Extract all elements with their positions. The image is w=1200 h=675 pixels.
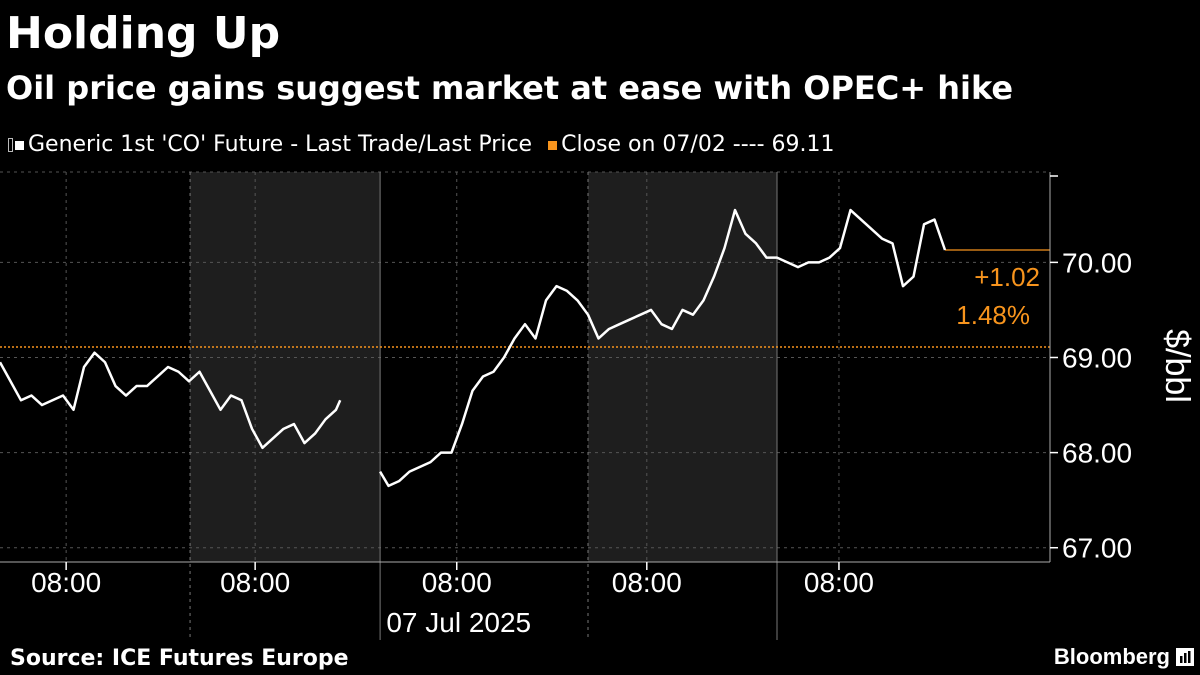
series-line [0,351,342,450]
shaded-session-1 [588,172,777,562]
change-abs-label: +1.02 [974,262,1040,292]
x-tick-label-3: 08:00 [612,567,682,598]
change-pct-label: 1.48% [956,300,1030,330]
white-swatch-icon [15,140,24,150]
x-tick-label-2: 08:00 [422,567,492,598]
chart-title: Holding Up [6,8,281,59]
session-dividers [0,172,1050,640]
shaded-session-0 [190,172,381,562]
y-axis: 67.00 68.00 69.00 70.00 [1049,172,1132,564]
x-tick-label-4: 08:00 [804,567,874,598]
legend-close-label: Close on 07/02 ---- 69.11 [561,132,835,157]
source-note: Source: ICE Futures Europe [10,646,349,671]
legend-item-series: Generic 1st 'CO' Future - Last Trade/Las… [8,130,532,160]
grid-lines [0,171,1050,562]
y-tick-label-3: 70.00 [1062,247,1132,278]
y-tick-label-1: 68.00 [1062,438,1132,469]
shaded-sessions [190,172,777,562]
y-axis-label: $/bbl [1158,329,1196,403]
x-axis: 08:00 08:00 08:00 08:00 08:00 [31,562,874,598]
legend: Generic 1st 'CO' Future - Last Trade/Las… [8,130,851,160]
line-series-icon [8,138,13,152]
chart-subtitle: Oil price gains suggest market at ease w… [6,69,1014,107]
series-line-segment-2 [379,208,947,488]
brand-logo: Bloomberg [1053,644,1170,669]
bloomberg-mark-icon [1176,648,1194,666]
date-label: 07 Jul 2025 [386,607,531,638]
y-tick-label-2: 69.00 [1062,342,1132,373]
legend-item-close: Close on 07/02 ---- 69.11 [548,130,835,160]
legend-series-label: Generic 1st 'CO' Future - Last Trade/Las… [28,132,533,157]
x-tick-label-0: 08:00 [31,567,101,598]
y-tick-label-0: 67.00 [1062,533,1132,564]
orange-swatch-icon [548,140,558,150]
x-tick-label-1: 08:00 [220,567,290,598]
